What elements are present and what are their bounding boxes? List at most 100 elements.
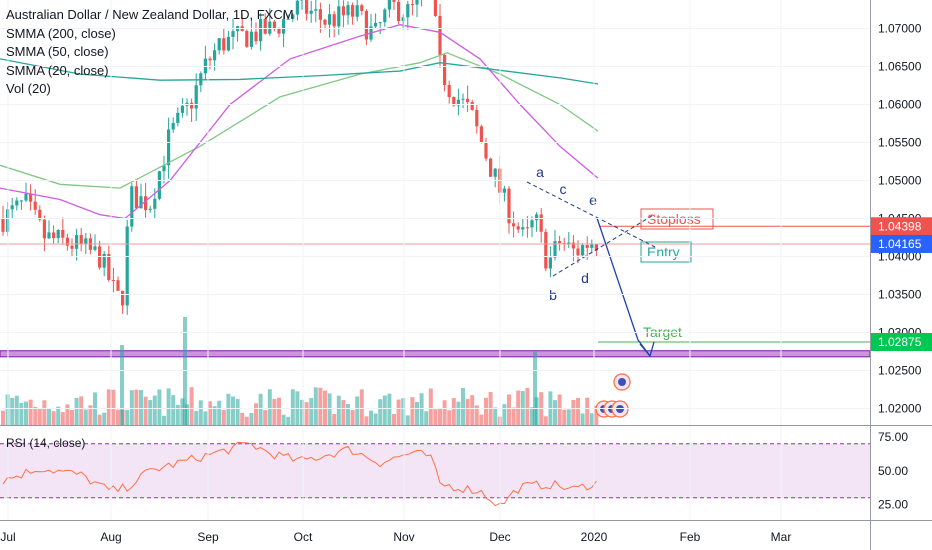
candle-body [190,102,194,109]
candle-body [222,38,226,51]
volume-bar [396,399,401,425]
candle-body [461,98,465,100]
candle-body [374,22,378,27]
candle-body [286,18,290,20]
volume-bar [244,416,249,425]
rsi-tick-label: 75.00 [878,430,908,444]
rsi-tick-label: 50.00 [878,464,908,478]
candle-body [378,22,382,24]
volume-bar [576,397,580,425]
volume-bar [566,409,571,425]
y-tick-label: 1.05500 [878,136,922,150]
candle-body [42,219,46,239]
volume-bar [332,413,337,425]
candle-body [516,226,520,230]
candle-body [433,0,437,16]
volume-bar [327,393,332,425]
candle-body [249,31,253,47]
volume-bar [369,410,373,425]
candle-body [203,58,207,74]
volume-bar [378,399,383,425]
volume-bar [14,395,19,425]
volume-bar [428,388,433,425]
volume-bar [134,389,139,425]
candle-body [217,38,221,51]
candle-body [493,168,497,177]
volume-bar [139,389,143,425]
candle-body [567,242,571,245]
volume-bar [415,401,419,425]
volume-bar [594,405,599,425]
volume-bar [410,397,415,425]
candle-body [107,253,111,280]
candle-body [406,4,410,18]
candle-body [392,0,396,2]
candle-body [456,99,460,106]
volume-bar [350,410,355,425]
candle-body [79,235,83,245]
volume-bar [116,409,120,425]
candle-body [116,280,120,291]
candle-body [401,17,405,22]
candle-body [544,231,548,269]
candle-body [282,19,286,34]
candle-body [415,0,419,5]
volume-bar [143,396,148,425]
legend-smma-50: SMMA (50, close) [6,44,109,59]
volume-bar [162,415,166,425]
volume-bar [221,409,226,425]
volume-bar [557,394,562,425]
price-tag-label: 1.04398 [878,219,922,233]
candle-body [525,227,529,229]
volume-bar [405,415,410,425]
candle-body [581,245,585,256]
volume-bar [125,409,130,425]
candle-body [502,188,506,193]
volume-bar [336,395,341,425]
volume-bar [392,413,396,425]
volume-bar [129,390,134,425]
volume-bar [157,389,162,425]
volume-bar [272,398,277,425]
candle-body [194,85,198,109]
x-tick-label: Sep [197,530,219,544]
candle-body [521,227,525,230]
candle-body [144,196,148,210]
candle-body [314,9,318,11]
volume-bar [28,399,33,425]
volume-bar [198,400,203,425]
candle-body [539,214,543,232]
volume-bar [451,398,456,425]
candle-body [530,220,534,228]
volume-spike [120,345,124,425]
entry-label-box [640,241,692,263]
candle-body [351,5,355,17]
wave-label-a: a [536,164,544,180]
volume-bar [42,400,47,425]
candle-body [512,223,516,227]
volume-bar [300,399,304,425]
candle-body [226,36,230,51]
volume-bar [447,410,452,425]
candle-body [24,193,28,201]
candle-body [341,6,345,16]
volume-bar [88,405,93,425]
volume-bar [465,398,470,425]
volume-bar [56,406,61,425]
volume-bar [267,389,272,425]
volume-bar [263,410,268,425]
y-tick-label: 1.06500 [878,60,922,74]
triangle-upper-line [526,181,656,248]
volume-bar [589,413,594,425]
volume-bar [562,409,567,425]
volume-bar [258,393,263,425]
volume-bar [543,416,548,425]
volume-spike [533,351,537,425]
candle-body [167,129,171,166]
volume-bar [47,408,51,425]
smma-20-line [0,24,599,220]
candle-body [29,193,33,202]
volume-bar [194,411,199,425]
